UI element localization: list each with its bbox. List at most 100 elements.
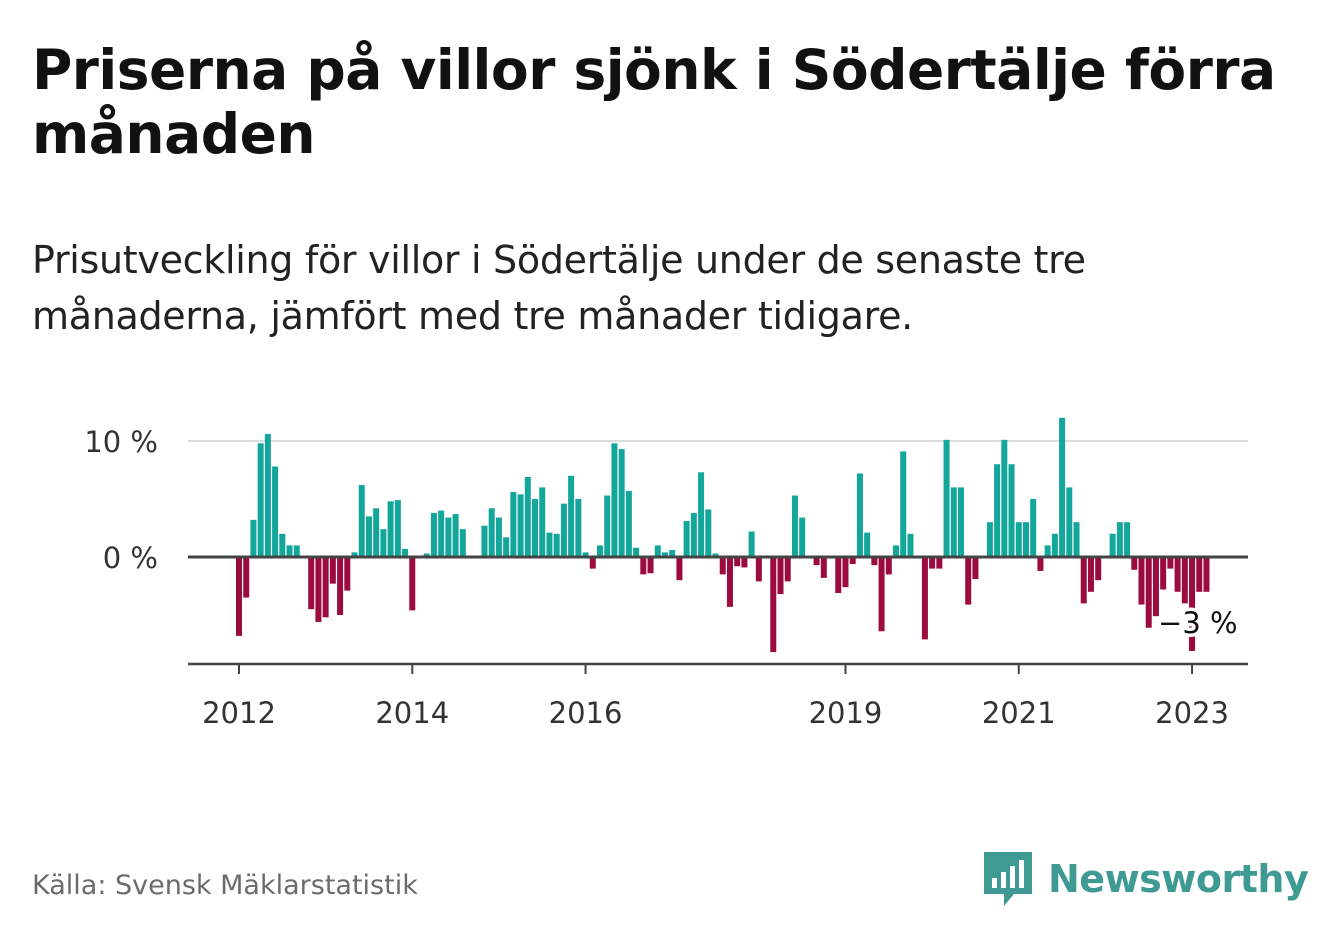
bar [683, 521, 690, 557]
bar [784, 557, 791, 582]
y-tick-label: 10 % [84, 425, 158, 459]
bar [654, 545, 661, 557]
bar [503, 537, 510, 557]
bar [958, 487, 964, 557]
chart-title: Priserna på villor sjönk i Södertälje fö… [32, 38, 1276, 166]
bar [1022, 522, 1029, 557]
bar [1145, 557, 1152, 628]
bar [553, 533, 560, 557]
bar [539, 487, 546, 557]
bar [986, 522, 993, 557]
bar [820, 557, 827, 578]
bar [618, 449, 625, 557]
bar [705, 509, 712, 557]
bar [1044, 545, 1051, 557]
bar [568, 475, 575, 557]
bar [1080, 557, 1087, 604]
bar [734, 557, 741, 567]
bar [748, 531, 755, 557]
bar [1189, 557, 1196, 651]
bar [799, 517, 806, 557]
bar [900, 451, 907, 557]
bar [488, 508, 495, 557]
y-tick-label: 0 % [103, 541, 158, 575]
bar [726, 557, 733, 607]
bar [337, 557, 344, 615]
bar [611, 443, 618, 557]
bar [1138, 557, 1145, 605]
bar [856, 473, 863, 557]
brand-name: Newsworthy [1048, 857, 1309, 901]
bar [972, 557, 979, 580]
bar [250, 519, 257, 557]
bar [597, 545, 603, 557]
axes [188, 555, 1248, 674]
bar [279, 533, 286, 557]
bar [1095, 557, 1102, 581]
bar [936, 557, 943, 569]
bar [575, 499, 582, 557]
bar [864, 532, 871, 557]
bar [272, 466, 279, 557]
bar [286, 545, 293, 557]
bar [243, 557, 250, 598]
bar [712, 553, 719, 557]
bar [560, 503, 567, 557]
bar [885, 557, 892, 575]
bar [1152, 557, 1159, 617]
bar [1124, 522, 1131, 557]
x-tick-label: 2016 [549, 696, 623, 730]
bar [1051, 533, 1058, 557]
last-value-label: −3 % [1158, 606, 1238, 640]
x-tick-label: 2019 [809, 696, 883, 730]
bar [257, 443, 264, 557]
bar [871, 557, 878, 566]
bar [921, 557, 928, 640]
bar [495, 517, 502, 557]
bar [994, 464, 1001, 557]
bar [755, 557, 762, 582]
bar [322, 557, 329, 618]
bar [842, 557, 849, 588]
bar [965, 557, 972, 605]
bar [344, 557, 351, 591]
chart-subtitle: Prisutveckling för villor i Södertälje u… [32, 238, 1086, 338]
bar [835, 557, 842, 593]
bar [1174, 557, 1181, 592]
bar [1066, 487, 1073, 557]
bar [1109, 533, 1116, 557]
bar [582, 552, 589, 557]
bar [1203, 557, 1210, 592]
newsworthy-logo: Newsworthy [980, 848, 1309, 910]
bar [604, 495, 611, 557]
bar [878, 557, 885, 632]
bar [438, 510, 445, 557]
bar [293, 545, 300, 557]
bar [1059, 417, 1066, 557]
bar [394, 500, 401, 557]
bar [849, 557, 856, 564]
bar [770, 557, 777, 653]
bar [943, 439, 950, 557]
bar [423, 553, 430, 557]
bar [698, 472, 705, 557]
bar [1001, 439, 1008, 557]
bar [315, 557, 322, 622]
source-note: Källa: Svensk Mäklarstatistik [32, 870, 418, 901]
bar [661, 552, 668, 557]
bar [791, 495, 798, 557]
bar-chart-bubble-icon [984, 852, 1032, 906]
bar [459, 529, 466, 557]
bar [1008, 464, 1015, 557]
bar [546, 532, 553, 557]
bar [893, 545, 900, 557]
bar [236, 557, 242, 636]
bar [351, 552, 358, 557]
bar [510, 492, 517, 557]
axis-labels: 0 % 10 % 2012 2014 2016 2019 2021 2023 −3 % [84, 425, 1241, 730]
bar [329, 557, 336, 584]
bar [950, 487, 957, 557]
bar [1167, 557, 1174, 569]
bar [719, 557, 726, 575]
bars [236, 417, 1210, 653]
